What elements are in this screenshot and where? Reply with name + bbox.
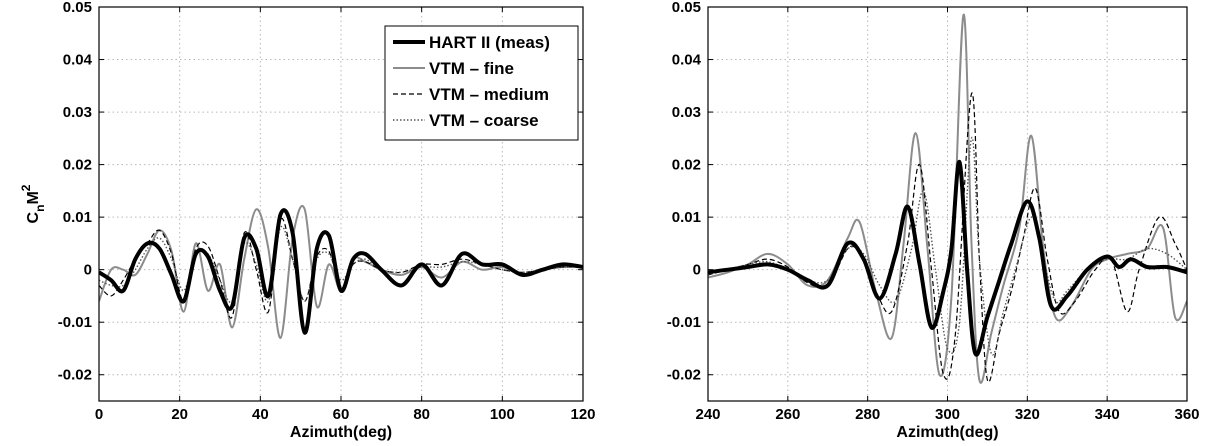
y-tick-label: 0.01 (63, 209, 92, 226)
x-tick-label: 120 (570, 406, 595, 423)
y-tick-label: -0.01 (58, 314, 92, 331)
x-tick-label: 360 (1174, 406, 1199, 423)
x-tick-label: 340 (1095, 406, 1120, 423)
x-tick-label: 300 (935, 406, 960, 423)
y-tick-label: -0.02 (58, 367, 92, 384)
right-chart-panel: 240 260 280 300 320 340 360 -0.02 -0.01 0 0.01 0.02… (667, 0, 1200, 441)
y-tick-label: 0.04 (63, 52, 93, 69)
x-tick-label: 80 (413, 406, 430, 423)
x-tick-label: 240 (695, 406, 720, 423)
series-line-0 (708, 159, 1187, 357)
legend-label-0: HART II (meas) (429, 33, 550, 52)
x-axis-label: Azimuth(deg) (290, 424, 392, 441)
y-tick-label: 0 (693, 262, 701, 279)
legend-label-2: VTM – medium (429, 85, 549, 104)
y-tick-label: -0.01 (667, 314, 701, 331)
x-tick-label: 40 (252, 406, 269, 423)
y-axis-label: CnM2 (19, 184, 47, 223)
y-tick-label: 0.01 (672, 209, 701, 226)
y-tick-label: 0.04 (672, 52, 702, 69)
x-tick-label: 320 (1015, 406, 1040, 423)
x-tick-label: 100 (490, 406, 515, 423)
x-tick-label: 260 (775, 406, 800, 423)
y-tick-label: 0.05 (63, 0, 92, 16)
y-tick-label: 0.05 (672, 0, 701, 16)
y-tick-label: 0.03 (63, 104, 92, 121)
y-tick-label: 0.02 (672, 157, 701, 174)
x-tick-label: 280 (855, 406, 880, 423)
left-chart-panel: 0 20 40 60 80 100 120 -0.02 -0.01 0 0.01 0.02 0.03 0.… (19, 0, 596, 441)
legend: HART II (meas) VTM – fine VTM – medium VTM … (384, 25, 579, 141)
y-tick-label: -0.02 (667, 367, 701, 384)
y-tick-label: 0 (84, 262, 92, 279)
y-tick-label: 0.02 (63, 157, 92, 174)
x-tick-label: 0 (95, 406, 103, 423)
x-tick-label: 60 (333, 406, 350, 423)
legend-label-1: VTM – fine (429, 59, 514, 78)
legend-label-3: VTM – coarse (429, 111, 539, 130)
x-axis-label: Azimuth(deg) (896, 424, 998, 441)
y-tick-label: 0.03 (672, 104, 701, 121)
series-line-0 (99, 208, 583, 335)
legend-box (384, 25, 579, 141)
x-tick-label: 20 (171, 406, 188, 423)
